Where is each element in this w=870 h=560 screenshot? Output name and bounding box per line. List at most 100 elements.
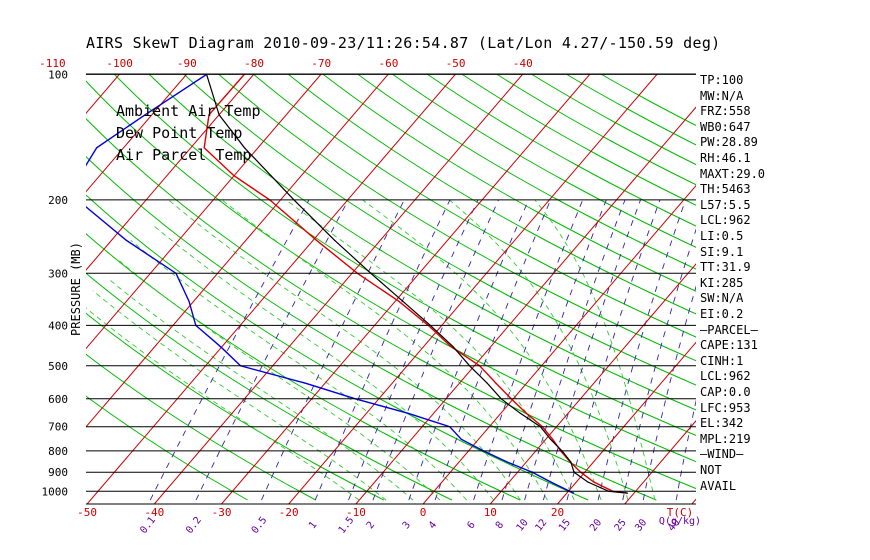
series-point bbox=[79, 175, 80, 176]
dry-adiabat bbox=[426, 74, 696, 227]
moist-adiabat bbox=[108, 278, 414, 501]
mixing-ratio-tick-label: 15 bbox=[557, 517, 573, 533]
side-panel-item: LCL:962 bbox=[700, 213, 751, 228]
bottom-temp-tick-label: -40 bbox=[144, 506, 164, 519]
dry-adiabat bbox=[86, 353, 316, 501]
side-panel-item: CAP:0.0 bbox=[700, 385, 751, 399]
mixing-ratio-line bbox=[149, 199, 310, 501]
side-panel-item: TP:100 bbox=[700, 73, 744, 87]
isotherm bbox=[355, 106, 696, 504]
x-axis-unit: T(C) bbox=[667, 506, 694, 519]
moist-adiabat bbox=[285, 199, 575, 501]
mixing-ratio-tick-label: 25 bbox=[613, 517, 629, 533]
series-point bbox=[549, 438, 552, 440]
side-panel-item: MW:N/A bbox=[700, 88, 744, 103]
series-point bbox=[519, 412, 521, 414]
series-point bbox=[550, 481, 552, 483]
isotherm bbox=[86, 74, 322, 350]
mixing-ratio-tick-label: 30 bbox=[633, 517, 649, 533]
background-grid bbox=[0, 74, 870, 504]
mixing-ratio-tick-label: 6 bbox=[465, 520, 477, 532]
mixing-ratio-line bbox=[261, 199, 405, 501]
side-panel-item: TH:5463 bbox=[700, 182, 751, 197]
mixing-ratio-unit: Q(g/kg) bbox=[659, 516, 701, 527]
bottom-temp-tick-label: -30 bbox=[212, 506, 232, 519]
isotherm bbox=[86, 74, 389, 428]
series-point bbox=[203, 147, 205, 149]
dry-adiabat bbox=[86, 80, 696, 463]
bottom-temp-tick-label: 0 bbox=[420, 506, 427, 519]
dry-adiabat bbox=[496, 74, 696, 186]
series-point bbox=[218, 114, 220, 116]
mixing-ratio-tick-label: 10 bbox=[515, 517, 531, 533]
series-point bbox=[243, 147, 246, 149]
axes bbox=[86, 73, 696, 505]
mixing-ratio-line bbox=[372, 199, 499, 501]
isotherm bbox=[221, 74, 591, 504]
dry-adiabat bbox=[252, 74, 696, 338]
isotherm bbox=[422, 184, 696, 504]
pressure-tick-label: 700 bbox=[48, 421, 68, 434]
series-point bbox=[452, 346, 454, 348]
series-line-2 bbox=[206, 74, 628, 494]
pressure-tick-label: 500 bbox=[48, 360, 68, 373]
side-panel-item: FRZ:558 bbox=[700, 104, 751, 119]
mixing-ratio-line bbox=[408, 199, 530, 501]
moist-adiabat bbox=[221, 199, 548, 501]
isotherm bbox=[288, 74, 658, 504]
side-panel-item: SW:N/A bbox=[700, 291, 744, 306]
top-temp-tick-label: -100 bbox=[106, 57, 133, 70]
dry-adiabat bbox=[322, 74, 696, 292]
series-point bbox=[96, 147, 98, 149]
isotherm bbox=[86, 74, 188, 193]
top-temp-tick-label: -40 bbox=[513, 57, 533, 70]
dry-adiabat bbox=[113, 74, 696, 436]
mixing-ratio-line bbox=[675, 399, 696, 501]
mixing-ratio-line bbox=[542, 199, 641, 501]
series-point bbox=[407, 412, 409, 414]
isotherm bbox=[826, 74, 870, 504]
mixing-ratio-line bbox=[622, 228, 696, 501]
mixing-ratio-tick-label: 1 bbox=[307, 520, 319, 532]
side-panel-item: L57:5.5 bbox=[700, 197, 751, 212]
series-point bbox=[304, 382, 306, 384]
side-panel-item: WB0:647 bbox=[700, 119, 751, 134]
moist-adiabat bbox=[130, 239, 468, 501]
mixing-ratio-tick-label: 0.2 bbox=[184, 515, 204, 536]
dry-adiabat bbox=[183, 74, 696, 386]
moist-adiabat bbox=[449, 199, 629, 501]
mixing-ratio-tick-label: 2 bbox=[365, 520, 377, 532]
moist-adiabat bbox=[86, 307, 360, 501]
dry-adiabat bbox=[86, 118, 696, 490]
series-point bbox=[587, 481, 589, 483]
series-point bbox=[506, 461, 508, 463]
isotherm bbox=[557, 341, 696, 504]
mixing-ratio-line bbox=[314, 199, 451, 501]
y-axis-label: PRESSURE (MB) bbox=[69, 242, 83, 336]
isotherm bbox=[86, 74, 255, 271]
side-panel-item: TT:31.9 bbox=[700, 260, 751, 275]
isotherm bbox=[86, 74, 121, 115]
mixing-ratio-line bbox=[642, 285, 696, 501]
series-point bbox=[552, 438, 554, 440]
tick-labels: 1002003004005006007008009001000PRESSURE … bbox=[39, 57, 701, 536]
pressure-tick-label: 1000 bbox=[42, 485, 69, 498]
series-point bbox=[270, 175, 272, 177]
series-point bbox=[220, 346, 222, 348]
side-panel-item: PW:28.89 bbox=[700, 135, 758, 150]
mixing-ratio-line bbox=[524, 199, 626, 501]
isotherm bbox=[0, 74, 52, 504]
pressure-tick-label: 900 bbox=[48, 466, 68, 479]
bottom-temp-tick-label: 20 bbox=[551, 506, 564, 519]
top-temp-tick-label: -70 bbox=[311, 57, 331, 70]
series-point bbox=[626, 492, 628, 494]
dry-adiabat bbox=[148, 74, 696, 411]
side-panel-item: AVAIL bbox=[700, 478, 737, 493]
pressure-tick-label: 600 bbox=[48, 393, 68, 406]
series-point bbox=[125, 239, 127, 241]
pressure-tick-label: 800 bbox=[48, 445, 68, 458]
mixing-ratio-tick-label: 12 bbox=[533, 517, 549, 533]
pressure-tick-label: 300 bbox=[48, 267, 68, 280]
series-point bbox=[398, 300, 400, 302]
dry-adiabat bbox=[86, 194, 589, 501]
